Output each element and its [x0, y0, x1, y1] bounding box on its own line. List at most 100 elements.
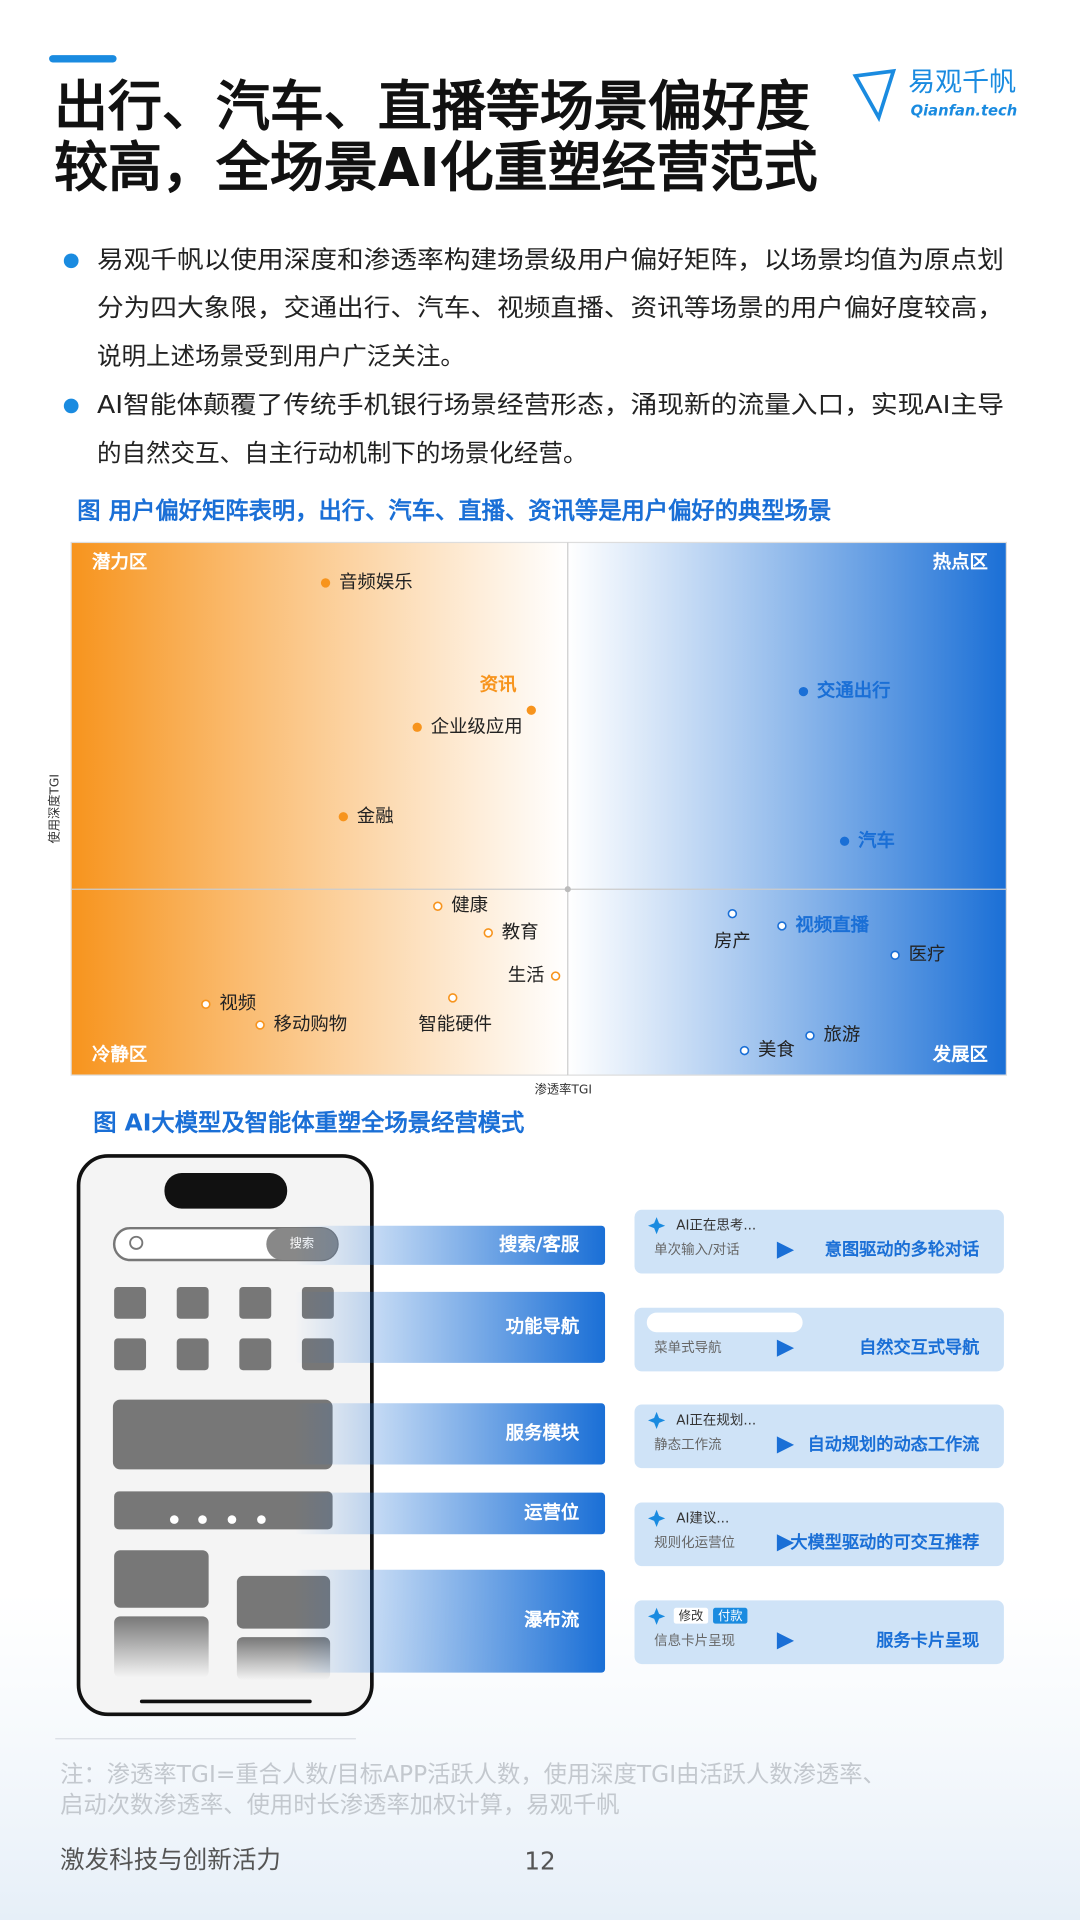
scatter-point [255, 1020, 265, 1030]
footnote: 启动次数渗透率、使用时长渗透率加权计算，易观千帆 [60, 1792, 619, 1819]
point-label: 健康 [451, 895, 488, 916]
card-tag: 修改 [679, 1608, 704, 1623]
ai-spark [648, 1217, 666, 1235]
card-new: 意图驱动的多轮对话 [825, 1239, 980, 1260]
scatter-point [201, 999, 211, 1009]
search-icon [129, 1235, 144, 1250]
scatter-point [777, 921, 787, 931]
service-block [112, 1399, 333, 1470]
card-arrow [776, 1339, 795, 1357]
point-label: 音频娱乐 [339, 572, 413, 593]
card-tag: AI正在规划... [676, 1412, 756, 1428]
footer: 注：渗透率TGI=重合人数/目标APP活跃人数，使用深度TGI由活跃人数渗透率、… [60, 1761, 886, 1875]
figure-title: 图 AI大模型及智能体重塑全场景经营模式 [93, 1110, 524, 1137]
card-arrow [776, 1241, 795, 1259]
quadrant-label: 热点区 [933, 551, 988, 573]
point-label: 视频 [219, 993, 256, 1014]
bullet-line: 分为四大象限，交通出行、汽车、视频直播、资讯等场景的用户偏好度较高， [97, 293, 1004, 322]
page-number: 12 [524, 1846, 555, 1875]
point-label: 汽车 [858, 829, 895, 851]
scatter-point [433, 901, 443, 911]
row-label: 瀑布流 [524, 1609, 580, 1631]
point-label: 企业级应用 [431, 716, 523, 737]
bullet-line: 的自然交互、自主行动机制下的场景化经营。 [97, 438, 588, 467]
x-axis-label: 渗透率TGI [535, 1081, 592, 1096]
point-label: 移动购物 [274, 1014, 348, 1035]
point-label: 智能硬件 [418, 1014, 492, 1035]
card-tag: 付款 [718, 1609, 743, 1623]
title-line: 较高，全场景AI化重塑经营范式 [54, 136, 818, 199]
tag-bg [713, 1607, 748, 1624]
row-band [294, 1225, 606, 1265]
point-label: 旅游 [823, 1025, 860, 1046]
ai-spark [648, 1509, 666, 1527]
figure2: 搜索 图 AI大模型及智能体重塑全场景经营模式搜索/客服AI正在思考...单次输… [76, 1110, 1004, 1717]
scatter-point [448, 993, 458, 1003]
bullets: 易观千帆以使用深度和渗透率构建场景级用户偏好矩阵，以场景均值为原点划分为四大象限… [63, 245, 1004, 467]
quadrant-right [567, 542, 1007, 1076]
slogan: 激发科技与创新活力 [60, 1845, 281, 1874]
point-label: 医疗 [909, 944, 946, 965]
ai-spark [648, 1411, 666, 1429]
notch [164, 1173, 288, 1209]
scatter-point [483, 928, 493, 938]
row-band [294, 1492, 606, 1535]
row-band [294, 1569, 606, 1673]
card-new: 自动规划的动态工作流 [808, 1434, 980, 1455]
plot-frame [70, 541, 1007, 1076]
bullet-line: 易观千帆以使用深度和渗透率构建场景级用户偏好矩阵，以场景均值为原点划 [97, 245, 1004, 274]
scatter-point [550, 971, 561, 981]
feed-card [114, 1616, 209, 1678]
scatter-point [798, 686, 809, 697]
scatter-point [320, 578, 331, 588]
point-label: 房产 [714, 931, 751, 952]
title-line: 出行、汽车、直播等场景偏好度 [54, 75, 810, 138]
banner [114, 1491, 333, 1530]
bullet-dot [63, 398, 79, 414]
scatter-point [526, 705, 536, 715]
card-old: 信息卡片呈现 [654, 1632, 735, 1649]
card-new: 大模型驱动的可交互推荐 [790, 1532, 979, 1553]
scatter-point [412, 722, 422, 732]
y-axis-label: 使用深度TGI [47, 774, 62, 844]
feed-card [114, 1550, 209, 1608]
point-label: 金融 [357, 806, 394, 827]
quadrant-label: 潜力区 [92, 551, 147, 573]
scatter-point [739, 1045, 750, 1056]
logo-icon [852, 68, 897, 123]
input-mock [646, 1312, 803, 1333]
quadrant-label: 冷静区 [92, 1044, 147, 1066]
point-label: 美食 [758, 1040, 795, 1061]
scatter-point [839, 836, 850, 846]
logo-en: Qianfan.tech [911, 102, 1018, 119]
card-old: 单次输入/对话 [654, 1242, 739, 1258]
card-arrow [776, 1632, 795, 1650]
bullet-line: AI智能体颠覆了传统手机银行场景经营形态，涌现新的流量入口，实现AI主导 [97, 390, 1004, 419]
quadrant-left [71, 542, 568, 1076]
card-new: 服务卡片呈现 [876, 1630, 979, 1651]
chart-title: 图 用户偏好矩阵表明，出行、汽车、直播、资讯等是用户偏好的典型场景 [77, 497, 831, 524]
accent-bar [49, 55, 117, 63]
point-label: 交通出行 [817, 680, 891, 702]
row-label: 搜索/客服 [499, 1233, 580, 1255]
scatter-point [890, 950, 900, 960]
row-label: 功能导航 [506, 1315, 580, 1337]
scatter-point [338, 812, 348, 822]
card-old: 菜单式导航 [654, 1340, 722, 1356]
scatter-point [805, 1030, 815, 1041]
point-label: 生活 [508, 965, 545, 986]
card-arrow [776, 1534, 795, 1552]
row-band [294, 1291, 606, 1363]
bullet-dot [63, 253, 79, 269]
point-label: 资讯 [480, 674, 517, 696]
home-bar [139, 1699, 312, 1704]
row-band [294, 1403, 606, 1465]
banner-dots [169, 1515, 266, 1524]
ai-spark [648, 1607, 666, 1625]
point-label: 视频直播 [795, 914, 869, 936]
card-old: 静态工作流 [654, 1437, 721, 1453]
point-label: 教育 [502, 922, 539, 943]
card-tag: AI正在思考... [676, 1218, 756, 1234]
